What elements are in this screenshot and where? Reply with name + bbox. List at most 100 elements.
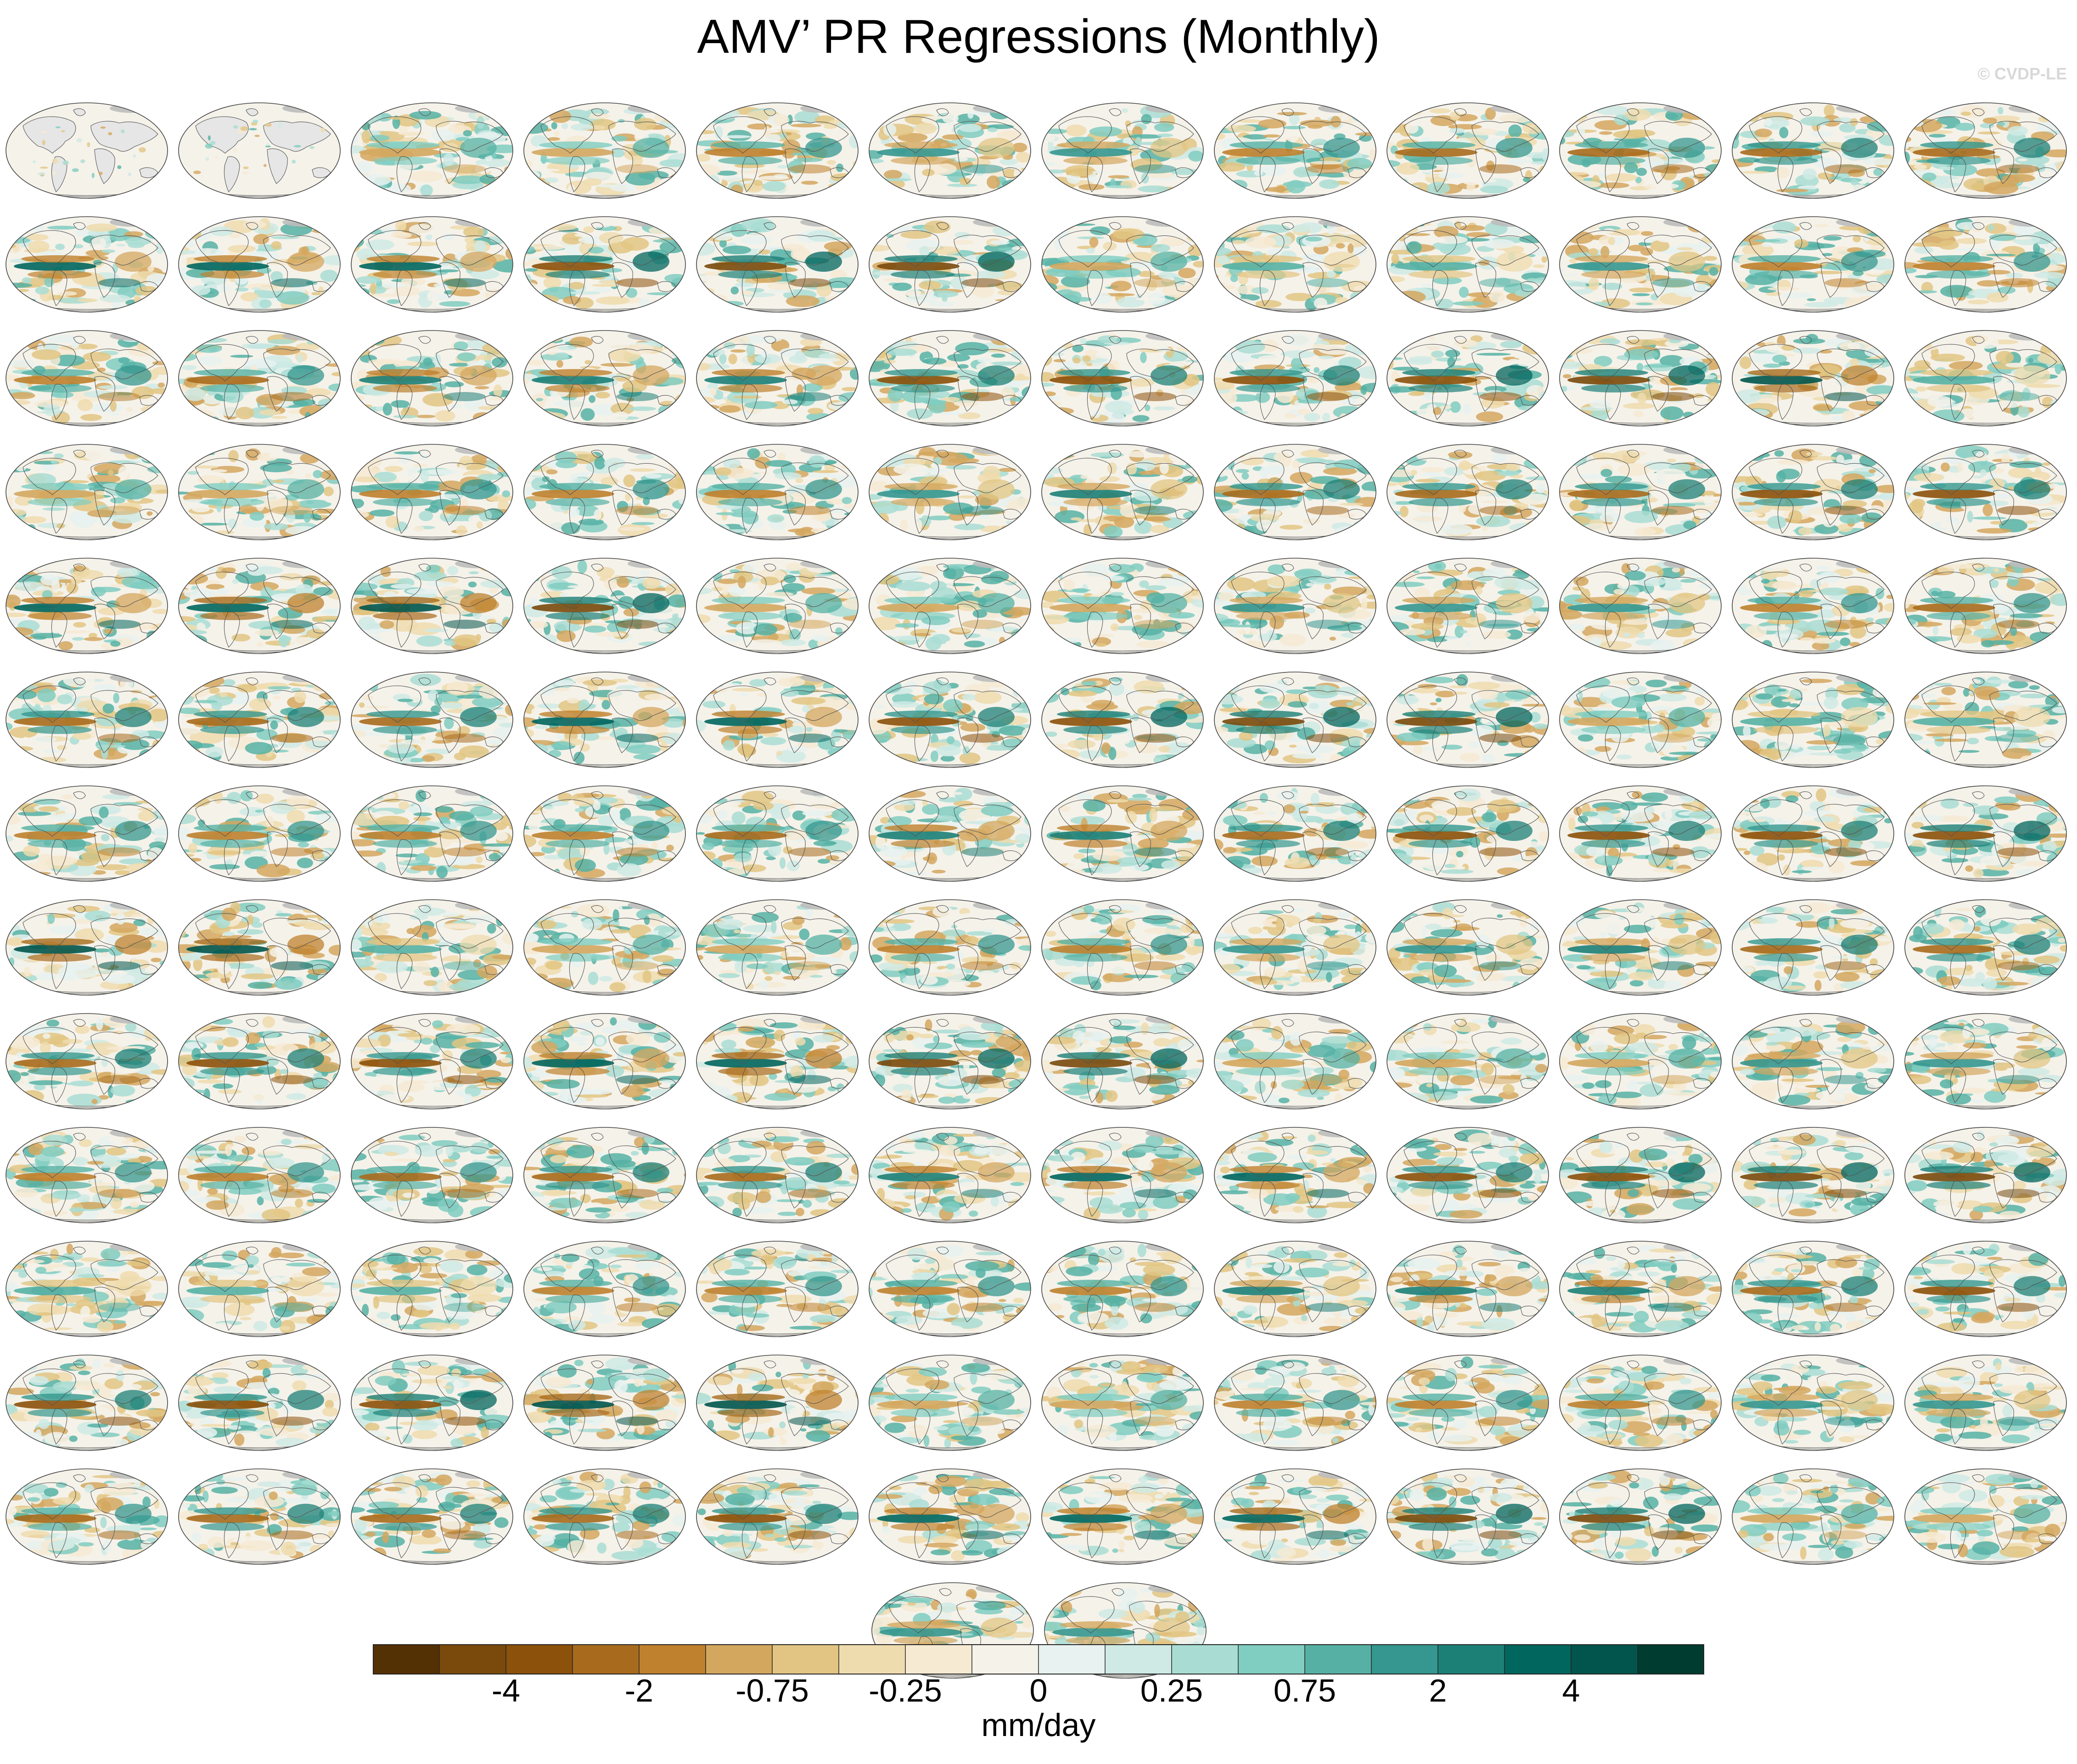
regression-map <box>1214 330 1376 426</box>
regression-map <box>869 1468 1031 1565</box>
map-panel <box>1382 661 1554 771</box>
panel-title <box>1759 661 1867 670</box>
map-panel <box>691 92 863 202</box>
panel-title <box>1069 1116 1176 1126</box>
map-panel <box>1900 661 2071 771</box>
regression-map <box>696 102 859 199</box>
regression-map <box>696 1241 859 1337</box>
regression-map <box>178 1468 341 1565</box>
map-panel <box>1209 1230 1381 1340</box>
regression-map <box>1559 444 1722 540</box>
panel-title <box>33 1002 140 1012</box>
map-panel <box>1 206 173 316</box>
panel-title <box>1069 1230 1176 1239</box>
panel-title <box>1932 889 2039 898</box>
map-panel <box>864 1344 1036 1454</box>
panel-title <box>1414 92 1521 101</box>
map-panel <box>1727 206 1899 316</box>
map-panel <box>1209 433 1381 543</box>
panel-title <box>1587 1344 1694 1353</box>
panel-title <box>1759 1458 1867 1467</box>
map-panel <box>691 1116 863 1226</box>
regression-map <box>6 558 168 654</box>
panel-title <box>724 1458 831 1467</box>
regression-map <box>523 1127 686 1223</box>
panel-title <box>378 206 486 215</box>
panel-title <box>1587 319 1694 329</box>
colorbar-swatch <box>972 1644 1039 1674</box>
map-panel <box>1555 1344 1726 1454</box>
map-panel <box>519 433 690 543</box>
panel-title <box>724 889 831 898</box>
regression-map <box>1732 672 1894 768</box>
panel-title <box>1069 889 1176 898</box>
map-panel <box>1900 775 2071 885</box>
map-panel <box>346 661 518 771</box>
regression-map <box>1387 1241 1549 1337</box>
panel-title <box>896 1116 1004 1126</box>
panel-title <box>1414 1116 1521 1126</box>
regression-map <box>1387 1355 1549 1451</box>
regression-map <box>1732 558 1894 654</box>
panel-title <box>896 661 1004 670</box>
regression-map <box>1732 1013 1894 1109</box>
regression-map <box>1041 785 1204 882</box>
map-panel <box>1037 206 1208 316</box>
map-panel <box>864 547 1036 657</box>
colorbar-swatch <box>1504 1644 1572 1674</box>
map-panel <box>1037 1230 1208 1340</box>
regression-map <box>1041 672 1204 768</box>
panel-title <box>1587 1230 1694 1239</box>
regression-map <box>1559 1468 1722 1565</box>
map-panel <box>1209 661 1381 771</box>
map-panel <box>1727 319 1899 430</box>
colorbar-swatch <box>1238 1644 1305 1674</box>
panel-title <box>1414 889 1521 898</box>
regression-map <box>1732 1241 1894 1337</box>
panel-title <box>1587 661 1694 670</box>
regression-map <box>1732 216 1894 313</box>
map-panel <box>1 1230 173 1340</box>
colorbar-swatch <box>706 1644 773 1674</box>
regression-map <box>1041 216 1204 313</box>
panel-title <box>206 1458 313 1467</box>
panel-title <box>1932 433 2039 442</box>
regression-map <box>1214 216 1376 313</box>
regression-map <box>178 1127 341 1223</box>
panel-title <box>896 206 1004 215</box>
colorbar-swatch <box>1172 1644 1239 1674</box>
regression-map <box>1214 1013 1376 1109</box>
map-panel <box>691 1002 863 1113</box>
regression-map <box>523 102 686 199</box>
regression-map <box>6 216 168 313</box>
panel-title <box>551 775 658 784</box>
map-panel <box>1382 1002 1554 1113</box>
map-panel <box>1209 1116 1381 1226</box>
regression-map <box>1387 1013 1549 1109</box>
panel-title <box>551 889 658 898</box>
map-panel <box>1727 889 1899 999</box>
regression-map <box>869 672 1031 768</box>
map-panel <box>1900 1116 2071 1226</box>
panel-title <box>1759 206 1867 215</box>
regression-map <box>1904 558 2067 654</box>
map-panel <box>864 661 1036 771</box>
map-panel <box>1382 1458 1554 1568</box>
regression-map <box>1387 444 1549 540</box>
map-panel <box>1727 1002 1899 1113</box>
map-panel <box>1382 206 1554 316</box>
regression-map <box>869 558 1031 654</box>
regression-map <box>351 330 513 426</box>
panel-title <box>1069 319 1176 329</box>
panel-title <box>1759 92 1867 101</box>
map-panel <box>1 1344 173 1454</box>
panel-title <box>551 92 658 101</box>
regression-map <box>6 330 168 426</box>
regression-map <box>6 1127 168 1223</box>
map-panel <box>1382 1116 1554 1226</box>
map-panel <box>691 1458 863 1568</box>
panel-title <box>724 775 831 784</box>
map-panel <box>1727 92 1899 202</box>
map-panel <box>519 889 690 999</box>
regression-map <box>178 899 341 996</box>
